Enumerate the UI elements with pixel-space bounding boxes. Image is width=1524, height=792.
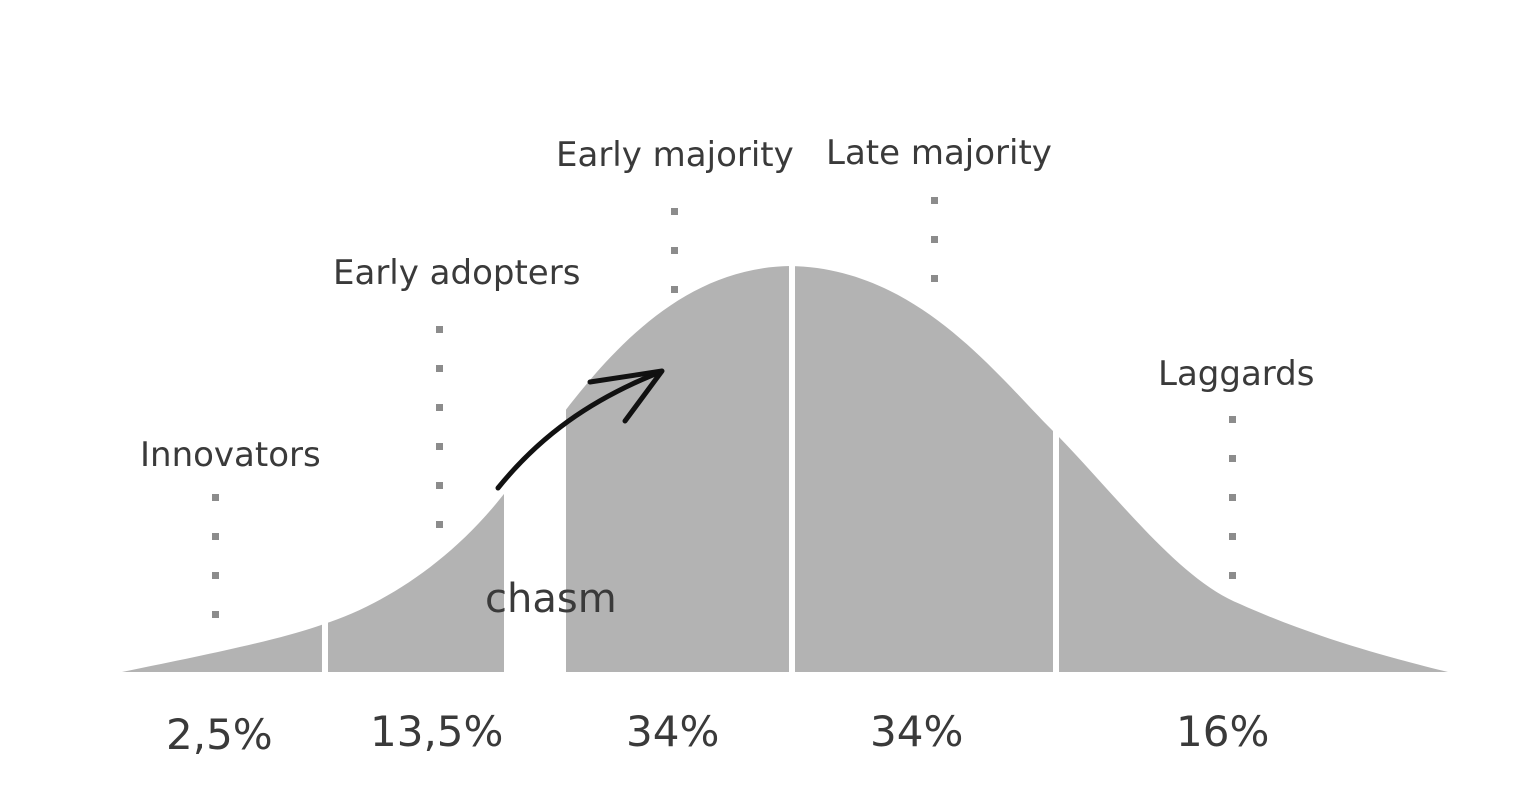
- leader-dots-late-majority: [931, 197, 938, 282]
- leader-dots-laggards: [1229, 416, 1236, 579]
- leader-dots-early-adopters: [436, 326, 443, 528]
- segment-label-early-adopters: Early adopters: [333, 253, 580, 293]
- percent-label-laggards: 16%: [1176, 707, 1269, 756]
- chasm-label: chasm: [485, 576, 617, 622]
- segment-label-early-majority: Early majority: [556, 135, 794, 175]
- percent-label-innovators: 2,5%: [166, 710, 273, 759]
- percent-label-early-majority: 34%: [626, 707, 719, 756]
- bell-curve-area: [122, 266, 1448, 672]
- leader-dots-innovators: [212, 494, 219, 618]
- segment-label-late-majority: Late majority: [826, 133, 1052, 173]
- segment-label-laggards: Laggards: [1158, 354, 1314, 394]
- leader-dots-early-majority: [671, 208, 678, 293]
- percent-label-early-adopters: 13,5%: [370, 707, 503, 756]
- chasm-arrow: [495, 368, 665, 491]
- percent-label-late-majority: 34%: [870, 707, 963, 756]
- segment-label-innovators: Innovators: [140, 435, 321, 475]
- chasm-gap: [504, 380, 566, 680]
